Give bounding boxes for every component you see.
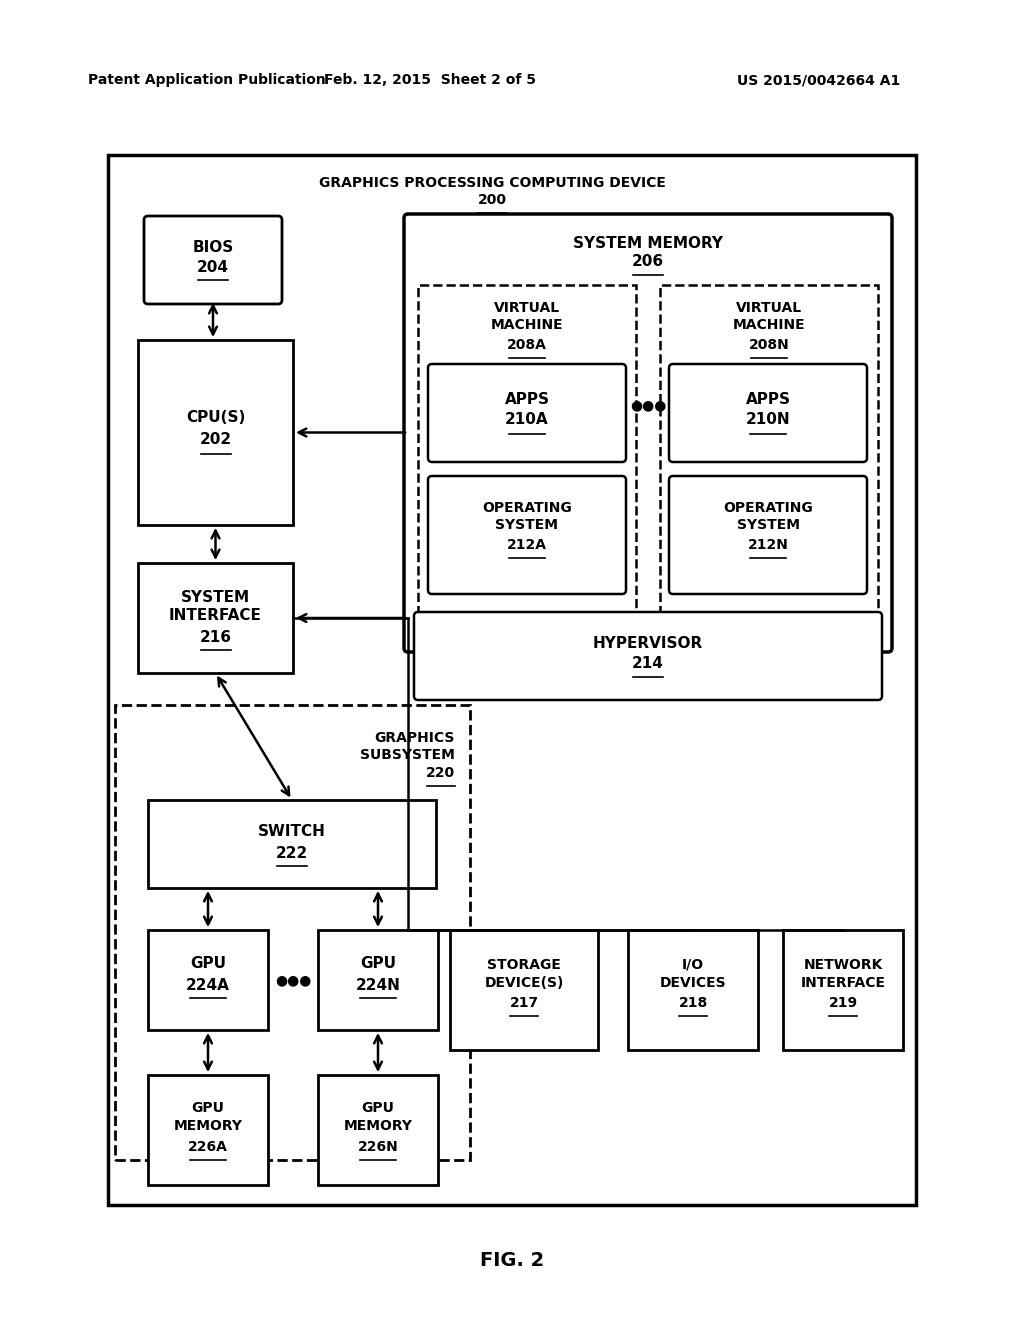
Text: INTERFACE: INTERFACE	[801, 975, 886, 990]
Text: STORAGE: STORAGE	[487, 958, 561, 972]
Bar	[660, 285, 878, 615]
Text: Feb. 12, 2015  Sheet 2 of 5: Feb. 12, 2015 Sheet 2 of 5	[324, 73, 536, 87]
Bar	[108, 154, 916, 1205]
Bar	[628, 931, 758, 1049]
Text: 208N: 208N	[749, 338, 790, 352]
FancyBboxPatch shape	[414, 612, 882, 700]
Text: I/O: I/O	[682, 958, 705, 972]
Text: GPU: GPU	[360, 956, 396, 970]
Text: 208A: 208A	[507, 338, 547, 352]
Text: 210A: 210A	[505, 412, 549, 428]
Text: 214: 214	[632, 656, 664, 672]
FancyBboxPatch shape	[669, 477, 867, 594]
Bar	[418, 285, 636, 615]
Text: GPU: GPU	[191, 1101, 224, 1115]
Text: NETWORK: NETWORK	[803, 958, 883, 972]
Text: SWITCH: SWITCH	[258, 825, 326, 840]
Text: GPU: GPU	[190, 956, 226, 970]
Text: CPU(S): CPU(S)	[185, 411, 245, 425]
Bar	[318, 931, 438, 1030]
Text: INTERFACE: INTERFACE	[169, 607, 262, 623]
Text: VIRTUAL: VIRTUAL	[494, 301, 560, 315]
Text: 224N: 224N	[355, 978, 400, 993]
Text: SYSTEM: SYSTEM	[736, 517, 800, 532]
Text: 226N: 226N	[357, 1140, 398, 1154]
Text: DEVICES: DEVICES	[659, 975, 726, 990]
Text: HYPERVISOR: HYPERVISOR	[593, 636, 703, 652]
Text: SYSTEM: SYSTEM	[496, 517, 558, 532]
Bar	[138, 341, 293, 525]
Bar	[148, 931, 268, 1030]
Text: OPERATING: OPERATING	[482, 502, 571, 515]
Bar	[138, 564, 293, 673]
Text: APPS: APPS	[505, 392, 550, 408]
Bar	[783, 931, 903, 1049]
Bar	[450, 931, 598, 1049]
Bar	[148, 800, 436, 888]
Text: 212A: 212A	[507, 539, 547, 552]
Text: 226A: 226A	[188, 1140, 228, 1154]
Text: SYSTEM MEMORY: SYSTEM MEMORY	[573, 235, 723, 251]
Text: 200: 200	[477, 193, 507, 207]
Text: 204: 204	[197, 260, 229, 275]
Text: MEMORY: MEMORY	[173, 1119, 243, 1133]
FancyBboxPatch shape	[669, 364, 867, 462]
Bar	[148, 1074, 268, 1185]
Text: US 2015/0042664 A1: US 2015/0042664 A1	[736, 73, 900, 87]
Bar	[115, 705, 470, 1160]
Text: Patent Application Publication: Patent Application Publication	[88, 73, 326, 87]
Text: 219: 219	[828, 997, 857, 1010]
Text: SYSTEM: SYSTEM	[181, 590, 250, 605]
Bar	[318, 1074, 438, 1185]
Text: 224A: 224A	[186, 978, 230, 993]
Text: DEVICE(S): DEVICE(S)	[484, 975, 563, 990]
Text: MEMORY: MEMORY	[343, 1119, 413, 1133]
FancyBboxPatch shape	[144, 216, 282, 304]
Text: 218: 218	[678, 997, 708, 1010]
Text: MACHINE: MACHINE	[490, 318, 563, 333]
Text: OPERATING: OPERATING	[723, 502, 813, 515]
Text: VIRTUAL: VIRTUAL	[736, 301, 802, 315]
Text: 216: 216	[200, 630, 231, 644]
Text: 222: 222	[275, 846, 308, 861]
Text: GRAPHICS: GRAPHICS	[375, 731, 455, 744]
Text: 210N: 210N	[745, 412, 791, 428]
Text: FIG. 2: FIG. 2	[480, 1250, 544, 1270]
Text: 206: 206	[632, 255, 664, 269]
Text: ●●●: ●●●	[630, 399, 667, 412]
Text: APPS: APPS	[745, 392, 791, 408]
Text: ●●●: ●●●	[274, 973, 311, 987]
Text: BIOS: BIOS	[193, 240, 233, 256]
Text: 217: 217	[509, 997, 539, 1010]
FancyBboxPatch shape	[428, 364, 626, 462]
Text: SUBSYSTEM: SUBSYSTEM	[360, 748, 455, 762]
Text: GRAPHICS PROCESSING COMPUTING DEVICE: GRAPHICS PROCESSING COMPUTING DEVICE	[318, 176, 666, 190]
Text: GPU: GPU	[361, 1101, 394, 1115]
Text: 212N: 212N	[748, 539, 788, 552]
Text: 220: 220	[426, 766, 455, 780]
FancyBboxPatch shape	[428, 477, 626, 594]
FancyBboxPatch shape	[404, 214, 892, 652]
Text: MACHINE: MACHINE	[733, 318, 805, 333]
Text: 202: 202	[200, 433, 231, 447]
